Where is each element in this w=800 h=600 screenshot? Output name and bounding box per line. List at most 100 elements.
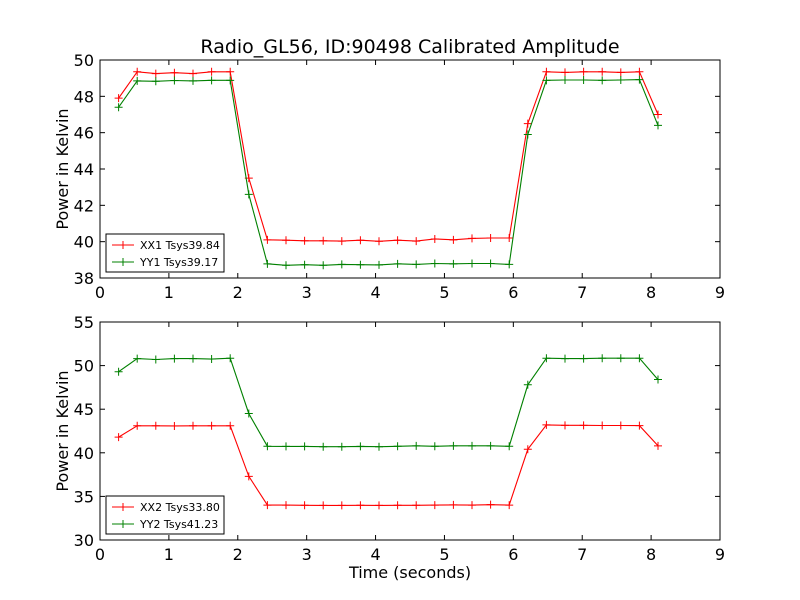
y-tick-label: 44	[74, 160, 94, 179]
data-point	[300, 236, 309, 245]
data-point	[598, 76, 607, 85]
data-point	[561, 75, 569, 84]
data-point	[468, 234, 476, 243]
x-tick-label: 7	[577, 545, 587, 564]
data-point	[430, 501, 439, 510]
y-tick-label: 30	[74, 531, 94, 550]
y-tick-label: 45	[74, 400, 94, 419]
data-point	[263, 259, 272, 268]
data-point	[430, 234, 439, 243]
x-tick-label: 4	[370, 283, 380, 302]
data-point	[523, 380, 532, 389]
data-point	[412, 260, 421, 269]
data-point	[226, 421, 235, 430]
data-point	[635, 421, 644, 430]
data-point	[616, 421, 625, 430]
top-plot: 0 1 2 3 4 5 6 7 8 9 38 40 42 44 46 48 50 Power in Kelvin X…	[53, 51, 725, 302]
data-point	[282, 442, 290, 451]
data-point	[356, 260, 365, 269]
data-point	[282, 236, 290, 245]
data-point	[654, 110, 662, 119]
x-tick-label: 9	[715, 283, 725, 302]
data-point	[412, 237, 421, 246]
data-point	[505, 501, 514, 510]
data-point	[449, 500, 458, 509]
data-point	[319, 236, 328, 245]
data-point	[133, 76, 142, 85]
data-point	[319, 501, 328, 510]
data-point	[114, 367, 123, 376]
data-point	[486, 259, 495, 268]
y-axis-label: Power in Kelvin	[53, 108, 72, 229]
data-point	[468, 501, 476, 510]
data-point	[170, 68, 179, 77]
x-tick-label: 5	[439, 283, 449, 302]
y-tick-label: 40	[74, 233, 94, 252]
legend-box	[105, 495, 225, 535]
data-point	[449, 259, 458, 268]
data-point	[207, 67, 216, 76]
y-tick-label: 48	[74, 87, 94, 106]
data-point	[114, 103, 123, 112]
data-point	[635, 67, 644, 76]
data-point	[561, 68, 569, 77]
data-point	[207, 355, 216, 364]
data-point	[356, 501, 365, 510]
y-tick-label: 50	[74, 51, 94, 70]
data-point	[561, 354, 569, 363]
y-tick-label: 40	[74, 444, 94, 463]
data-point	[542, 67, 551, 76]
x-tick-label: 2	[233, 545, 243, 564]
x-tick-label: 6	[508, 283, 518, 302]
data-point	[337, 501, 346, 510]
data-point	[114, 94, 123, 103]
data-point	[244, 409, 253, 418]
legend-marker	[119, 241, 127, 249]
data-point	[356, 442, 365, 451]
data-point	[263, 235, 272, 244]
x-tick-label: 8	[646, 283, 656, 302]
data-point	[114, 433, 123, 442]
y-axis-label: Power in Kelvin	[53, 370, 72, 491]
data-point	[300, 260, 309, 269]
data-point	[189, 69, 197, 78]
data-point	[282, 501, 290, 510]
legend-marker	[119, 258, 127, 266]
data-point	[393, 259, 402, 268]
data-point	[393, 501, 402, 510]
data-point	[449, 441, 458, 450]
data-point	[170, 354, 179, 363]
x-tick-label: 8	[646, 545, 656, 564]
data-point	[412, 441, 421, 450]
data-point	[151, 77, 160, 86]
data-point	[207, 76, 216, 85]
data-point	[282, 261, 290, 270]
data-point	[356, 236, 365, 245]
data-point	[486, 441, 495, 450]
data-point	[486, 500, 495, 509]
data-point	[542, 76, 551, 85]
data-point	[319, 261, 328, 270]
data-point	[170, 76, 179, 85]
data-point	[226, 67, 235, 76]
data-point	[151, 421, 160, 430]
data-point	[598, 67, 607, 76]
legend: XX1 Tsys39.84 YY1 Tsys39.17	[105, 233, 225, 273]
axes-frame	[99, 321, 721, 541]
legend-marker	[119, 503, 127, 511]
legend-label: YY1 Tsys39.17	[139, 256, 218, 269]
data-point	[579, 75, 588, 84]
data-point	[616, 75, 625, 84]
data-point	[616, 68, 625, 77]
x-tick-label: 4	[370, 545, 380, 564]
data-point	[654, 375, 662, 384]
x-axis-label: Time (seconds)	[348, 563, 471, 582]
data-point	[579, 67, 588, 76]
data-point	[598, 354, 607, 363]
data-point	[151, 355, 160, 364]
data-point	[449, 235, 458, 244]
data-point	[654, 121, 662, 130]
legend-label: XX1 Tsys39.84	[140, 239, 220, 252]
data-point	[523, 445, 532, 454]
data-point	[561, 421, 569, 430]
